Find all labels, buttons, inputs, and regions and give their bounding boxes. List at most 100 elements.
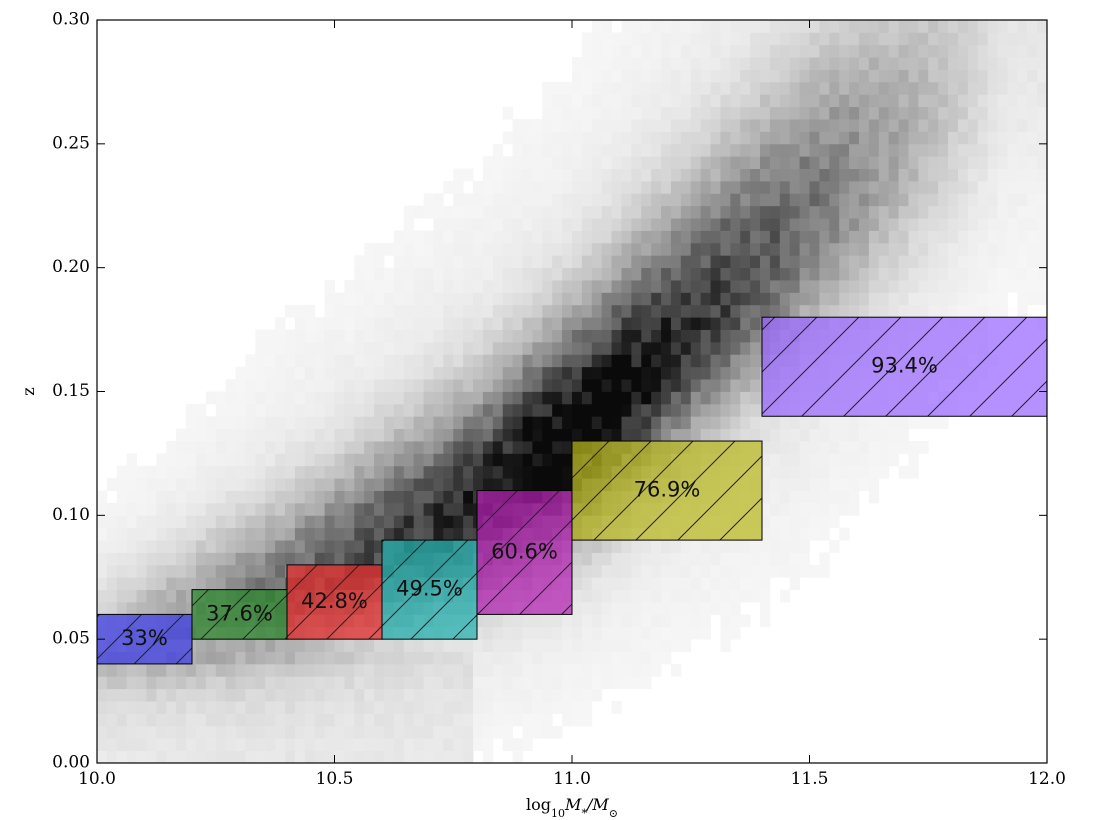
heatmap-cell	[364, 725, 375, 739]
heatmap-cell	[403, 663, 415, 677]
heatmap-cell	[512, 267, 523, 281]
heatmap-cell	[245, 391, 256, 405]
heatmap-cell	[621, 589, 632, 603]
heatmap-cell	[265, 366, 276, 380]
heatmap-cell	[552, 441, 563, 454]
heatmap-cell	[423, 725, 434, 739]
heatmap-cell	[750, 180, 761, 194]
heatmap-cell	[512, 391, 523, 405]
heatmap-cell	[512, 255, 523, 269]
heatmap-cell	[195, 403, 207, 417]
heatmap-cell	[304, 465, 316, 479]
heatmap-cell	[858, 20, 870, 33]
heatmap-cell	[186, 453, 197, 467]
heatmap-cell	[839, 57, 850, 70]
heatmap-cell	[710, 280, 721, 293]
heatmap-cell	[562, 663, 573, 677]
heatmap-cell	[552, 626, 563, 640]
heatmap-cell	[482, 193, 494, 207]
heatmap-cell	[987, 32, 998, 46]
heatmap-cell	[888, 156, 899, 169]
heatmap-cell	[601, 205, 612, 219]
heatmap-cell	[354, 527, 365, 541]
heatmap-cell	[938, 255, 949, 269]
heatmap-cell	[344, 502, 355, 516]
heatmap-cell	[265, 688, 276, 702]
heatmap-cell	[324, 354, 335, 368]
heatmap-cell	[453, 651, 464, 665]
heatmap-cell	[186, 403, 197, 417]
heatmap-cell	[512, 379, 523, 392]
heatmap-cell	[898, 416, 909, 430]
heatmap-cell	[522, 379, 533, 392]
heatmap-cell	[255, 490, 266, 504]
heatmap-cell	[374, 738, 385, 752]
heatmap-cell	[482, 292, 494, 306]
heatmap-cell	[789, 416, 801, 430]
heatmap-cell	[591, 540, 603, 553]
heatmap-cell	[908, 81, 919, 95]
heatmap-cell	[819, 515, 830, 529]
heatmap-cell	[997, 205, 1008, 219]
heatmap-cell	[997, 180, 1008, 194]
heatmap-cell	[492, 180, 504, 194]
heatmap-cell	[750, 156, 761, 169]
heatmap-cell	[166, 453, 177, 467]
heatmap-cell	[700, 304, 711, 318]
heatmap-cell	[690, 304, 702, 318]
heatmap-cell	[581, 267, 593, 281]
heatmap-cell	[690, 354, 702, 368]
heatmap-cell	[858, 57, 870, 70]
heatmap-cell	[433, 490, 444, 504]
heatmap-cell	[344, 428, 355, 442]
heatmap-cell	[997, 20, 1008, 33]
heatmap-cell	[195, 515, 207, 529]
heatmap-cell	[235, 663, 246, 677]
heatmap-cell	[265, 750, 276, 763]
heatmap-cell	[769, 193, 781, 207]
heatmap-cell	[195, 564, 207, 578]
heatmap-cell	[334, 639, 345, 652]
heatmap-cell	[552, 81, 563, 95]
heatmap-cell	[275, 577, 286, 591]
heatmap-cell	[760, 44, 771, 58]
heatmap-cell	[819, 32, 830, 46]
heatmap-cell	[285, 478, 296, 491]
heatmap-cell	[680, 280, 692, 293]
heatmap-cell	[542, 453, 553, 467]
heatmap-cell	[769, 81, 781, 95]
heatmap-cell	[621, 416, 632, 430]
heatmap-cell	[809, 156, 820, 169]
heatmap-cell	[393, 416, 405, 430]
heatmap-cell	[740, 230, 751, 244]
heatmap-cell	[720, 57, 731, 70]
heatmap-cell	[700, 366, 711, 380]
heatmap-cell	[364, 416, 375, 430]
heatmap-cell	[552, 416, 563, 430]
heatmap-cell	[176, 441, 187, 454]
heatmap-cell	[572, 589, 583, 603]
heatmap-cell	[176, 688, 187, 702]
heatmap-cell	[443, 750, 454, 763]
heatmap-cell	[522, 267, 533, 281]
heatmap-cell	[492, 242, 504, 256]
heatmap-cell	[532, 304, 543, 318]
heatmap-cell	[1007, 205, 1018, 219]
heatmap-cell	[304, 329, 316, 343]
heatmap-cell	[285, 738, 296, 752]
heatmap-cell	[888, 143, 899, 157]
heatmap-cell	[977, 57, 989, 70]
heatmap-cell	[275, 540, 286, 553]
heatmap-cell	[641, 564, 652, 578]
heatmap-cell	[750, 218, 761, 231]
heatmap-cell	[670, 391, 682, 405]
heatmap-cell	[779, 131, 791, 145]
heatmap-cell	[581, 317, 593, 330]
heatmap-cell	[769, 428, 781, 442]
heatmap-cell	[878, 280, 890, 293]
heatmap-cell	[186, 750, 197, 763]
heatmap-cell	[750, 205, 761, 219]
heatmap-cell	[661, 242, 672, 256]
heatmap-cell	[314, 651, 326, 665]
heatmap-cell	[898, 20, 909, 33]
